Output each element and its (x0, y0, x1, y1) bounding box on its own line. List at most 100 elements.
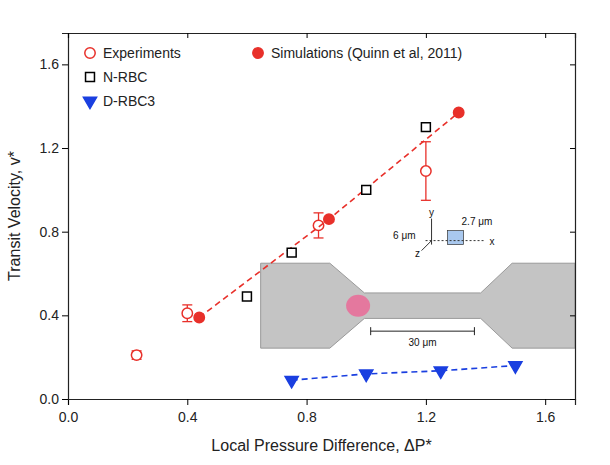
x-tick-label: 0.4 (178, 409, 198, 425)
x-tick: 1.6 (536, 399, 556, 425)
error-bar (421, 142, 431, 201)
x-tick: 0.4 (178, 399, 198, 425)
y-tick-mark (62, 232, 68, 233)
point (242, 292, 251, 301)
y-tick-right (570, 399, 575, 400)
error-bar-cap (314, 237, 324, 238)
y-tick-mark-right (570, 399, 575, 400)
x-tick-mark (307, 399, 308, 405)
x-tick-label: 1.6 (536, 409, 556, 425)
y-tick-mark-right (570, 148, 575, 149)
annotations: 2.7 μm 6 μm 30 μm x y z (393, 207, 494, 349)
y-tick-label: 0.0 (40, 391, 60, 407)
inset-box (448, 231, 464, 245)
error-bar (314, 213, 324, 238)
legend-marker (85, 48, 95, 58)
annotation: 6 μm (393, 230, 415, 241)
inset-dimension-end (474, 327, 475, 335)
point (194, 312, 204, 322)
x-tick-top (545, 33, 546, 38)
x-tick: 0.0 (59, 399, 79, 425)
point (421, 123, 430, 132)
point (285, 376, 298, 387)
x-tick-mark-top (187, 33, 188, 38)
x-tick-label: 0.0 (59, 409, 79, 425)
y-tick-right (570, 232, 575, 233)
point (434, 367, 447, 378)
legend: ExperimentsSimulations (Quinn et al, 201… (83, 45, 462, 109)
error-bar-cap (421, 200, 431, 201)
y-tick: 1.2 (40, 140, 68, 156)
y-tick-label: 0.4 (40, 307, 60, 323)
y-tick-mark-right (570, 315, 575, 316)
y-tick-mark-right (570, 64, 575, 65)
x-tick-mark-top (545, 33, 546, 38)
inset-dimension-end (370, 327, 371, 335)
legend-label: Simulations (Quinn et al, 2011) (271, 45, 462, 61)
plot: 2.7 μm6 μm30 μmxyz0.00.40.81.21.60.00.40… (40, 33, 576, 425)
y-tick-label: 1.2 (40, 140, 60, 156)
y-tick: 1.6 (40, 56, 68, 72)
x-axis-line (69, 400, 576, 406)
error-bar (182, 305, 192, 322)
y-tick-mark-right (570, 232, 575, 233)
x-tick-top (187, 33, 188, 38)
annotation: 30 μm (409, 337, 437, 348)
error-bar-cap (182, 304, 192, 305)
x-tick: 1.2 (417, 399, 437, 425)
annotation: x (490, 236, 495, 247)
annotation: y (429, 207, 434, 218)
point (131, 350, 141, 360)
x-tick-label: 1.2 (417, 409, 437, 425)
legend-marker (86, 73, 95, 82)
frame-right (570, 34, 576, 400)
point (182, 308, 192, 318)
x-tick-top (426, 33, 427, 38)
series (242, 123, 430, 301)
legend-item: N-RBC (86, 69, 148, 85)
legend-label: N-RBC (103, 69, 147, 85)
point (324, 214, 334, 224)
x-tick-mark-top (426, 33, 427, 38)
legend-marker (83, 97, 96, 108)
x-tick-mark (187, 399, 188, 405)
series-line (199, 112, 458, 317)
legend-item: D-RBC3 (83, 93, 155, 109)
y-tick-right (570, 64, 575, 65)
point (362, 185, 371, 194)
y-axis-line (62, 34, 69, 400)
annotation: z (415, 248, 420, 259)
y-axis: 0.0 0.4 0.8 1.2 1.6 (40, 34, 69, 407)
legend-marker (253, 48, 263, 58)
x-tick-mark-top (307, 33, 308, 38)
y-tick: 0.0 (40, 391, 68, 407)
point (509, 362, 522, 373)
x-axis-top (69, 33, 576, 38)
y-tick-mark (62, 64, 68, 65)
series (285, 362, 522, 388)
y-tick: 0.8 (40, 224, 68, 240)
y-axis-title: Transit Velocity, v* (6, 151, 23, 281)
marks (131, 107, 522, 388)
frame-top (69, 34, 576, 39)
error-bar-cap (314, 212, 324, 213)
x-tick-label: 0.8 (297, 409, 317, 425)
inset (261, 219, 575, 349)
y-tick-mark (62, 315, 68, 316)
point (453, 107, 463, 117)
y-tick: 0.4 (40, 307, 68, 323)
y-tick-mark (62, 399, 68, 400)
y-tick-right (570, 148, 575, 149)
point (360, 370, 373, 381)
y-tick-right (570, 315, 575, 316)
annotation: 2.7 μm (462, 216, 493, 227)
x-tick-top (307, 33, 308, 38)
y-tick-label: 0.8 (40, 224, 60, 240)
legend-item: Simulations (Quinn et al, 2011) (253, 45, 462, 61)
point (287, 248, 296, 257)
inset-channel (261, 263, 575, 348)
y-tick-label: 1.6 (40, 56, 60, 72)
x-tick: 0.8 (297, 399, 317, 425)
legend-label: D-RBC3 (103, 93, 155, 109)
inset-cell (346, 295, 370, 317)
